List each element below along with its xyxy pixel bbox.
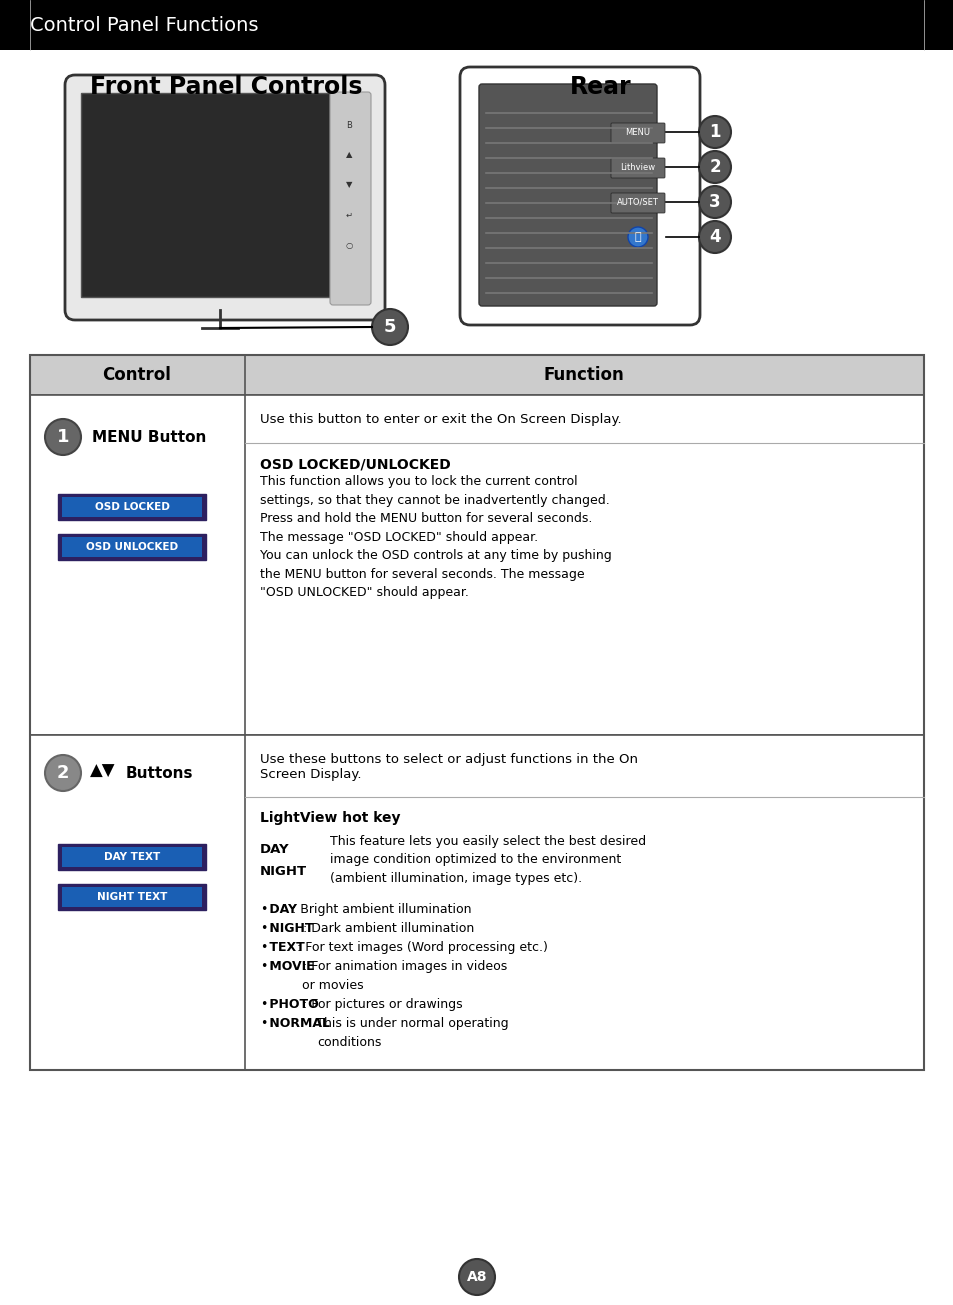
Text: : Bright ambient illumination: : Bright ambient illumination [287, 903, 471, 916]
Text: NIGHT: NIGHT [260, 865, 307, 878]
Circle shape [458, 1259, 495, 1295]
Text: OSD UNLOCKED: OSD UNLOCKED [86, 542, 178, 552]
Text: DAY: DAY [265, 903, 297, 916]
FancyBboxPatch shape [0, 0, 953, 50]
FancyBboxPatch shape [58, 495, 206, 519]
Circle shape [45, 419, 81, 455]
Text: MENU Button: MENU Button [91, 429, 206, 445]
Text: DAY TEXT: DAY TEXT [104, 852, 160, 863]
Text: AUTO/SET: AUTO/SET [617, 197, 659, 206]
Text: OSD LOCKED/UNLOCKED: OSD LOCKED/UNLOCKED [260, 457, 450, 471]
FancyBboxPatch shape [81, 93, 330, 298]
Text: MENU: MENU [625, 128, 650, 137]
Text: 3: 3 [708, 193, 720, 211]
FancyBboxPatch shape [62, 497, 202, 517]
Text: : For animation images in videos: : For animation images in videos [298, 960, 506, 974]
Circle shape [699, 187, 730, 218]
FancyBboxPatch shape [58, 844, 206, 870]
Text: MOVIE: MOVIE [265, 960, 314, 974]
Text: 2: 2 [56, 763, 70, 782]
Text: ⏻: ⏻ [634, 232, 640, 241]
Text: Control: Control [103, 365, 172, 384]
Text: Control Panel Functions: Control Panel Functions [30, 16, 258, 34]
Circle shape [699, 221, 730, 253]
Text: ○: ○ [345, 240, 353, 249]
Text: •: • [260, 960, 267, 974]
Text: DAY: DAY [260, 843, 290, 856]
Text: : This is under normal operating: : This is under normal operating [304, 1017, 509, 1030]
Text: : For text images (Word processing etc.): : For text images (Word processing etc.) [293, 941, 548, 954]
Text: NORMAL: NORMAL [265, 1017, 330, 1030]
FancyBboxPatch shape [459, 67, 700, 325]
Text: TEXT: TEXT [265, 941, 305, 954]
Text: NIGHT: NIGHT [265, 923, 314, 934]
Text: This feature lets you easily select the best desired
image condition optimized t: This feature lets you easily select the … [330, 835, 645, 885]
Text: •: • [260, 903, 267, 916]
Text: B: B [346, 120, 352, 129]
Text: Lithview: Lithview [619, 163, 655, 171]
FancyBboxPatch shape [30, 355, 923, 395]
Text: NIGHT TEXT: NIGHT TEXT [96, 893, 167, 902]
Text: : Dark ambient illumination: : Dark ambient illumination [298, 923, 474, 934]
FancyBboxPatch shape [478, 84, 657, 305]
Text: ▲▼: ▲▼ [90, 762, 115, 780]
Text: 4: 4 [708, 228, 720, 247]
Text: This function allows you to lock the current control
settings, so that they cann: This function allows you to lock the cur… [260, 475, 611, 599]
Text: Rear: Rear [569, 74, 631, 99]
Text: A8: A8 [466, 1270, 487, 1284]
Text: 1: 1 [708, 123, 720, 141]
Text: ▲: ▲ [345, 150, 352, 159]
Text: Use this button to enter or exit the On Screen Display.: Use this button to enter or exit the On … [260, 412, 621, 425]
Text: Function: Function [543, 365, 623, 384]
FancyBboxPatch shape [62, 847, 202, 867]
Text: •: • [260, 1017, 267, 1030]
FancyBboxPatch shape [610, 193, 664, 213]
FancyBboxPatch shape [58, 883, 206, 910]
Circle shape [627, 227, 647, 247]
Text: PHOTO: PHOTO [265, 998, 318, 1011]
Text: ▼: ▼ [345, 180, 352, 189]
Circle shape [699, 151, 730, 183]
Text: 2: 2 [708, 158, 720, 176]
FancyBboxPatch shape [58, 534, 206, 560]
FancyBboxPatch shape [610, 158, 664, 177]
Text: Use these buttons to select or adjust functions in the On
Screen Display.: Use these buttons to select or adjust fu… [260, 753, 638, 780]
Circle shape [699, 116, 730, 147]
Text: or movies: or movies [301, 979, 363, 992]
Text: Buttons: Buttons [126, 766, 193, 780]
Text: ↵: ↵ [345, 210, 352, 219]
FancyBboxPatch shape [65, 74, 385, 320]
Text: 1: 1 [56, 428, 70, 446]
Circle shape [45, 756, 81, 791]
FancyBboxPatch shape [62, 536, 202, 557]
Text: : For pictures or drawings: : For pictures or drawings [298, 998, 462, 1011]
Text: OSD LOCKED: OSD LOCKED [94, 502, 170, 512]
FancyBboxPatch shape [62, 887, 202, 907]
Text: LightView hot key: LightView hot key [260, 810, 400, 825]
Text: •: • [260, 923, 267, 934]
FancyBboxPatch shape [330, 91, 371, 305]
Text: •: • [260, 941, 267, 954]
FancyBboxPatch shape [30, 735, 923, 1070]
Text: 5: 5 [383, 318, 395, 335]
Text: Front Panel Controls: Front Panel Controls [90, 74, 362, 99]
Circle shape [372, 309, 408, 345]
Text: •: • [260, 998, 267, 1011]
FancyBboxPatch shape [610, 123, 664, 144]
Text: conditions: conditions [316, 1036, 381, 1049]
FancyBboxPatch shape [30, 395, 923, 735]
